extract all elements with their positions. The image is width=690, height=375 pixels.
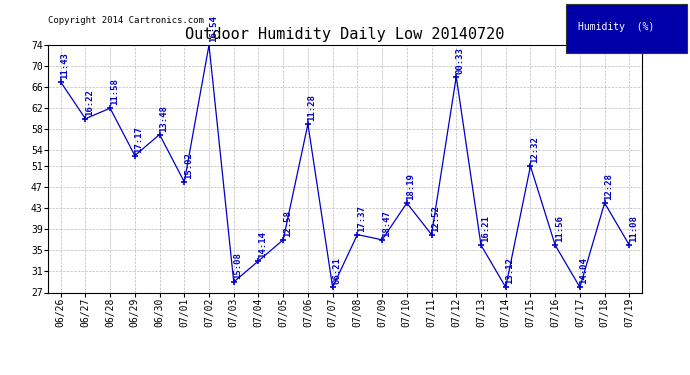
- Text: 13:12: 13:12: [505, 258, 514, 285]
- Text: 14:04: 14:04: [580, 258, 589, 285]
- Text: Humidity  (%): Humidity (%): [578, 22, 655, 32]
- Text: 11:43: 11:43: [60, 52, 69, 79]
- Text: 16:21: 16:21: [481, 216, 490, 242]
- Text: 13:48: 13:48: [159, 105, 168, 132]
- Text: 11:56: 11:56: [555, 216, 564, 242]
- Text: 15:02: 15:02: [184, 152, 193, 179]
- Text: Copyright 2014 Cartronics.com: Copyright 2014 Cartronics.com: [48, 16, 204, 25]
- Text: 15:08: 15:08: [233, 252, 242, 279]
- Text: 11:58: 11:58: [110, 78, 119, 105]
- Text: 12:32: 12:32: [530, 136, 539, 164]
- Text: 17:37: 17:37: [357, 205, 366, 232]
- Text: 16:54: 16:54: [208, 15, 217, 42]
- Text: 11:28: 11:28: [308, 94, 317, 121]
- Text: 12:58: 12:58: [283, 210, 292, 237]
- Text: 06:21: 06:21: [333, 258, 342, 285]
- Title: Outdoor Humidity Daily Low 20140720: Outdoor Humidity Daily Low 20140720: [186, 27, 504, 42]
- Text: 12:52: 12:52: [431, 205, 440, 232]
- Text: 11:08: 11:08: [629, 216, 638, 242]
- Text: 00:33: 00:33: [456, 47, 465, 74]
- Text: 16:22: 16:22: [85, 89, 94, 116]
- Text: 18:47: 18:47: [382, 210, 391, 237]
- Text: 12:28: 12:28: [604, 173, 613, 200]
- Text: 17:17: 17:17: [135, 126, 144, 153]
- Text: 14:14: 14:14: [258, 231, 267, 258]
- Text: 18:19: 18:19: [406, 173, 415, 200]
